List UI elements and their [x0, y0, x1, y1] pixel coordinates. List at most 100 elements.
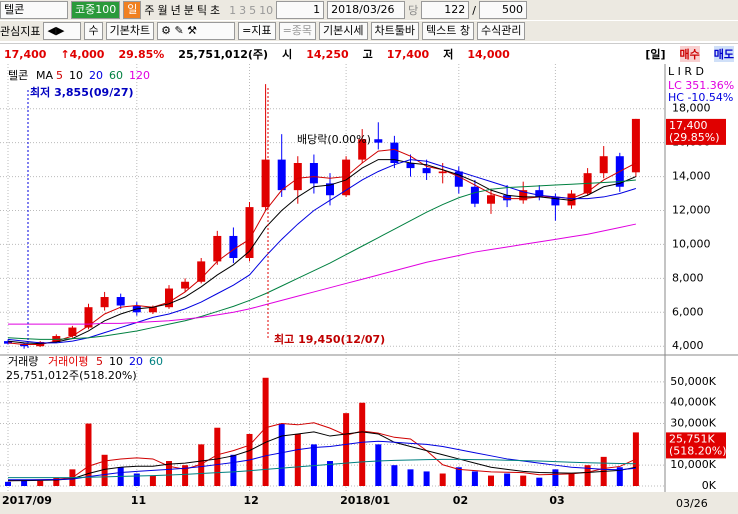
- period[interactable]: 일: [123, 1, 142, 19]
- chart-bg: [0, 64, 738, 514]
- period[interactable]: 분: [183, 4, 194, 17]
- tool[interactable]: 수식관리: [476, 22, 526, 40]
- volume-bar: [230, 454, 237, 486]
- total-input[interactable]: 500: [478, 1, 527, 19]
- candle-body: [4, 341, 12, 344]
- volume-bar: [53, 477, 60, 486]
- dang[interactable]: 당: [408, 4, 419, 17]
- tool[interactable]: 기본차트: [105, 22, 155, 40]
- tool[interactable]: 텍스트 창: [422, 22, 474, 40]
- high-label: 고: [362, 48, 373, 61]
- y-tick-label: 4,000: [672, 339, 704, 352]
- icons[interactable]: ⚙ ✎ ⚒: [157, 22, 236, 40]
- chart: 18,00016,00014,00012,00010,0008,0006,000…: [0, 64, 738, 514]
- count-input[interactable]: 122: [421, 1, 470, 19]
- volume-bar: [391, 465, 398, 486]
- last-volume-box: [666, 432, 726, 459]
- y-tick-label: 6,000: [672, 305, 704, 318]
- candle-body: [293, 163, 302, 191]
- candle-body: [68, 327, 77, 337]
- y-tick-label: 10,000K: [670, 458, 716, 471]
- buy[interactable]: 매수: [679, 46, 700, 62]
- unit-input[interactable]: 1: [276, 1, 325, 19]
- legend-entry: 5: [96, 355, 103, 368]
- volume-bar: [262, 377, 269, 486]
- volume-bar: [552, 469, 559, 486]
- code-input[interactable]: 텔콘: [0, 1, 68, 19]
- candle-body: [229, 235, 238, 258]
- date-input[interactable]: 2018/03/26: [327, 1, 406, 19]
- volume-bar: [85, 423, 92, 486]
- tool[interactable]: =종목: [278, 22, 317, 40]
- y-tick-label: 10,000: [672, 237, 711, 250]
- period[interactable]: 년: [170, 4, 181, 17]
- candle-body: [342, 159, 351, 196]
- tool[interactable]: =지표: [238, 22, 276, 40]
- tool[interactable]: 관심지표: [0, 25, 41, 38]
- sell[interactable]: 매도: [713, 46, 734, 62]
- nav[interactable]: ◀▶: [43, 22, 82, 40]
- slash: /: [472, 3, 476, 17]
- candle-body: [454, 171, 463, 187]
- period[interactable]: 월: [157, 4, 168, 17]
- ma-line: [7, 422, 637, 482]
- unit[interactable]: 1: [229, 3, 237, 17]
- candle-body: [519, 190, 528, 201]
- tool[interactable]: 기본시세: [319, 22, 368, 40]
- last-volume-change: (518.20%): [669, 444, 727, 457]
- legend-entry: 60: [149, 355, 163, 368]
- y-tick-label: 12,000: [672, 204, 711, 217]
- period[interactable]: 초: [210, 4, 221, 17]
- period[interactable]: 틱: [196, 4, 207, 17]
- legend-entry: 10: [69, 69, 83, 82]
- tool[interactable]: 차트툴바: [370, 22, 419, 40]
- candle-body: [181, 281, 190, 289]
- candle-body: [535, 190, 544, 197]
- volume-bar: [536, 477, 543, 486]
- market[interactable]: 코중100: [71, 1, 121, 19]
- candle-body: [197, 261, 206, 282]
- y-tick-label: 40,000K: [670, 396, 716, 409]
- volume-bar: [439, 473, 446, 486]
- ma-line: [8, 458, 636, 479]
- candle-body: [213, 235, 222, 262]
- candle-body: [358, 139, 367, 160]
- volume-bar: [166, 461, 172, 486]
- y-tick-label: 18,000: [672, 102, 711, 115]
- volume-bar: [37, 480, 44, 486]
- last-change: (29.85%): [669, 131, 720, 144]
- y-tick-label: 8,000: [672, 271, 704, 284]
- last-price: 17,400: [669, 119, 708, 132]
- hc-label: HC -10.54%: [668, 91, 733, 104]
- legend-entry: 20: [129, 355, 143, 368]
- legend-entry: 10: [109, 355, 123, 368]
- volume-bar: [21, 479, 28, 486]
- candle-body: [551, 196, 560, 206]
- volume-bar: [423, 471, 430, 486]
- volume-info: 25,751,012주(518.20%): [6, 369, 137, 382]
- unit[interactable]: 10: [259, 3, 274, 17]
- x-tick-label: 2018/01: [340, 494, 390, 507]
- period[interactable]: 주: [144, 4, 155, 17]
- candle-body: [390, 142, 399, 163]
- volume-bar: [455, 467, 462, 486]
- candle-body: [277, 159, 286, 191]
- candle-body: [406, 163, 415, 169]
- volume-bar: [471, 471, 478, 486]
- tool[interactable]: 수: [84, 22, 103, 40]
- quote-bar: 17,400 ↑4,000 29.85% 25,751,012(주) 시 14,…: [0, 43, 738, 65]
- x-tick-label: 2017/09: [2, 494, 52, 507]
- candle-body: [165, 288, 173, 308]
- unit[interactable]: 5: [249, 3, 257, 17]
- volume-bar: [101, 454, 108, 486]
- volume-bar: [5, 481, 11, 486]
- unit[interactable]: 3: [239, 3, 247, 17]
- panel-title: 텔콘: [8, 69, 28, 82]
- ma-line: [7, 159, 637, 345]
- volume-bar: [359, 402, 366, 486]
- y-tick-label: 0K: [702, 479, 717, 492]
- volume-bar: [182, 465, 189, 486]
- ma-line: [7, 431, 636, 482]
- price: 17,400: [4, 47, 47, 61]
- y-tick-label: 14,000: [672, 170, 711, 183]
